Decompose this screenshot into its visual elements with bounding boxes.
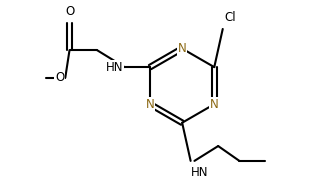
Text: N: N (146, 98, 155, 111)
Text: N: N (210, 98, 219, 111)
Text: O: O (55, 71, 64, 84)
Text: Cl: Cl (225, 11, 236, 24)
Text: HN: HN (191, 166, 208, 179)
Text: O: O (65, 5, 74, 18)
Text: HN: HN (106, 61, 123, 74)
Text: N: N (178, 42, 187, 55)
